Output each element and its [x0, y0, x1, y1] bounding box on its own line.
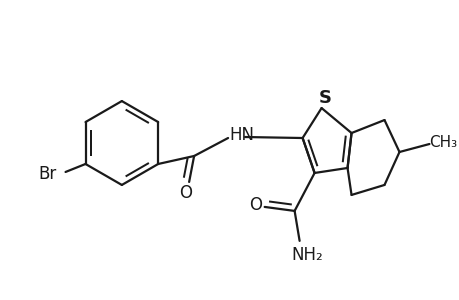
Text: HN: HN — [229, 126, 254, 144]
Text: Br: Br — [39, 165, 56, 183]
Text: O: O — [249, 196, 262, 214]
Text: NH₂: NH₂ — [291, 246, 323, 264]
Text: O: O — [178, 184, 191, 202]
Text: CH₃: CH₃ — [428, 134, 457, 149]
Text: S: S — [319, 89, 331, 107]
